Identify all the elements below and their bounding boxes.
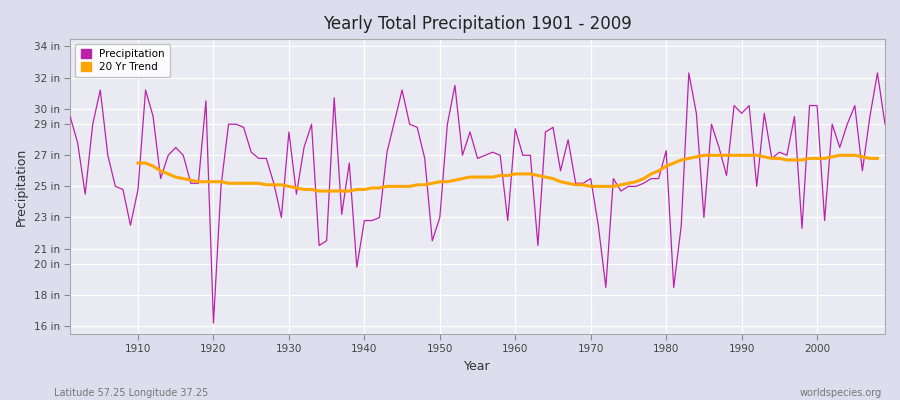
- Precipitation: [608, 176, 619, 181]
- Title: Yearly Total Precipitation 1901 - 2009: Yearly Total Precipitation 1901 - 2009: [323, 15, 632, 33]
- Precipitation: [125, 223, 136, 228]
- 20 Yr Trend: [314, 189, 325, 194]
- Text: Latitude 57.25 Longitude 37.25: Latitude 57.25 Longitude 37.25: [54, 388, 208, 398]
- 20 Yr Trend: [510, 172, 521, 176]
- 20 Yr Trend: [729, 153, 740, 158]
- 20 Yr Trend: [533, 173, 544, 178]
- Precipitation: [683, 70, 694, 75]
- X-axis label: Year: Year: [464, 360, 491, 373]
- 20 Yr Trend: [132, 161, 143, 166]
- Precipitation: [344, 161, 355, 166]
- Precipitation: [518, 153, 528, 158]
- Precipitation: [510, 126, 521, 131]
- Precipitation: [65, 114, 76, 119]
- 20 Yr Trend: [698, 153, 709, 158]
- Line: Precipitation: Precipitation: [70, 73, 885, 323]
- Precipitation: [879, 122, 890, 127]
- Y-axis label: Precipitation: Precipitation: [15, 147, 28, 226]
- Legend: Precipitation, 20 Yr Trend: Precipitation, 20 Yr Trend: [76, 44, 170, 78]
- Precipitation: [208, 321, 219, 326]
- 20 Yr Trend: [366, 186, 377, 190]
- 20 Yr Trend: [872, 156, 883, 161]
- 20 Yr Trend: [337, 189, 347, 194]
- Line: 20 Yr Trend: 20 Yr Trend: [138, 155, 878, 191]
- Precipitation: [299, 145, 310, 150]
- Text: worldspecies.org: worldspecies.org: [800, 388, 882, 398]
- 20 Yr Trend: [306, 187, 317, 192]
